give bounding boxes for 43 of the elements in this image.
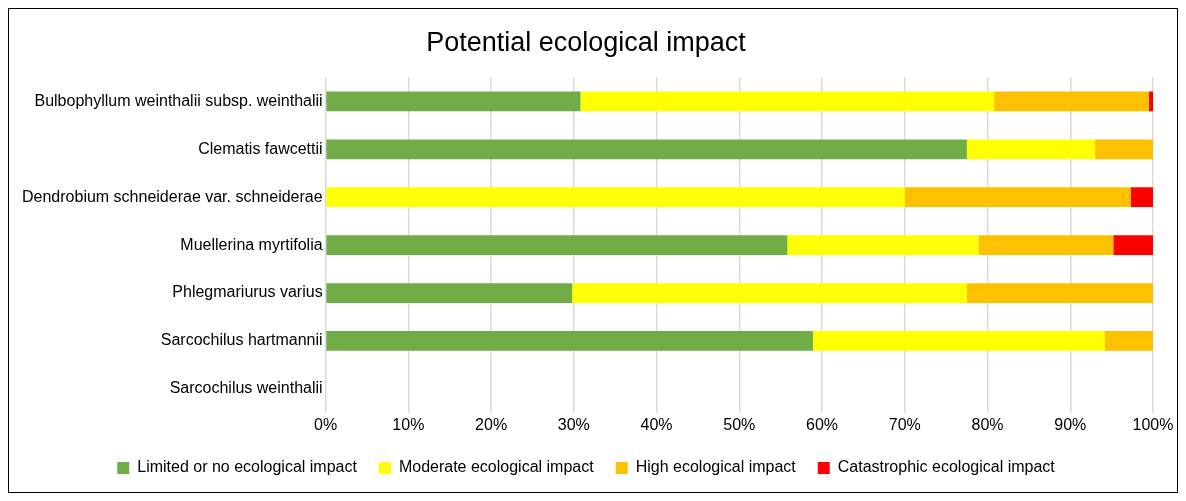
y-tick-label: Bulbophyllum weinthalii subsp. weinthalii bbox=[34, 91, 323, 109]
bar bbox=[1148, 91, 1153, 112]
bar bbox=[1095, 139, 1153, 160]
x-tick-label: 100% bbox=[1132, 415, 1174, 433]
x-tick-label: 50% bbox=[723, 415, 756, 433]
bar bbox=[326, 139, 967, 160]
x-tick-label: 70% bbox=[888, 415, 921, 433]
legend-label: Limited or no ecological impact bbox=[137, 458, 358, 476]
bar bbox=[966, 139, 1096, 160]
x-tick-label: 80% bbox=[971, 415, 1004, 433]
x-tick-label: 90% bbox=[1054, 415, 1087, 433]
bar bbox=[326, 283, 573, 303]
bar bbox=[1113, 235, 1153, 255]
bar bbox=[966, 283, 1153, 303]
bar bbox=[994, 91, 1149, 112]
x-tick-label: 20% bbox=[475, 415, 508, 433]
bar bbox=[580, 91, 995, 112]
y-tick-label: Clematis fawcettii bbox=[198, 139, 323, 157]
x-tick-label: 0% bbox=[314, 415, 338, 433]
y-tick-label: Sarcochilus weinthalii bbox=[169, 379, 323, 397]
bar bbox=[812, 331, 1106, 351]
bar bbox=[326, 187, 905, 208]
y-tick-label: Phlegmariurus varius bbox=[172, 283, 323, 301]
legend-label: Moderate ecological impact bbox=[398, 458, 595, 476]
x-tick-label: 40% bbox=[640, 415, 673, 433]
x-tick-label: 30% bbox=[557, 415, 590, 433]
bar bbox=[572, 283, 967, 303]
x-tick-label: 10% bbox=[392, 415, 425, 433]
bar bbox=[326, 91, 581, 112]
bar bbox=[787, 235, 979, 255]
bar bbox=[326, 235, 788, 255]
legend-label: High ecological impact bbox=[635, 458, 797, 476]
bar bbox=[1130, 187, 1153, 208]
x-tick-label: 60% bbox=[806, 415, 839, 433]
legend-label: Catastrophic ecological impact bbox=[837, 458, 1056, 476]
y-tick-label: Dendrobium schneiderae var. schneiderae bbox=[22, 187, 323, 205]
bar bbox=[904, 187, 1131, 208]
chart-title: Potential ecological impact bbox=[426, 26, 747, 57]
y-tick-label: Muellerina myrtifolia bbox=[180, 235, 323, 253]
bar bbox=[326, 331, 813, 351]
bar bbox=[978, 235, 1114, 255]
bar bbox=[1105, 331, 1153, 351]
y-tick-label: Sarcochilus hartmannii bbox=[160, 331, 323, 349]
